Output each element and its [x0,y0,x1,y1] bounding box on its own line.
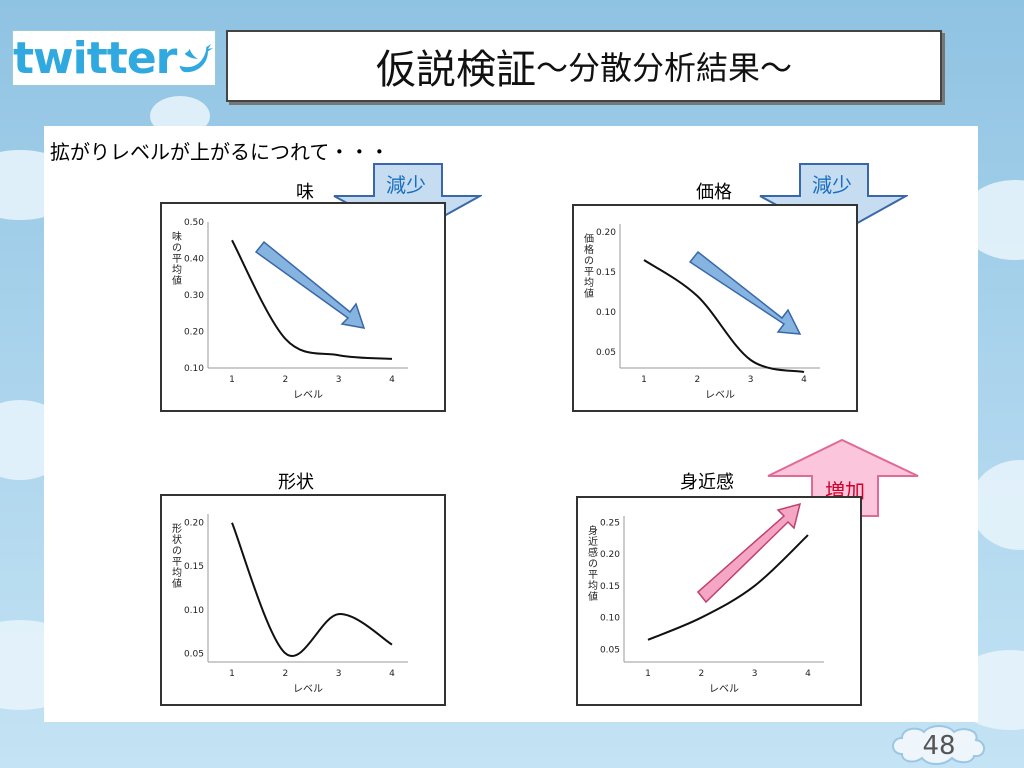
x-axis-label: レベル [293,389,323,401]
y-tick-label: 0.20 [600,550,620,560]
y-axis-label: 味の平均値 [172,231,182,287]
y-tick-label: 0.05 [600,645,620,655]
title-main: 仮説検証 [375,47,536,93]
y-tick-label: 0.05 [184,649,204,659]
y-axis-label: 身近感の平均値 [588,524,598,603]
y-axis-label: 価格の平均値 [584,232,594,300]
logo-text: twitter [13,32,177,84]
x-tick-label: 3 [752,669,758,679]
decrease-badge: 減少 [386,173,426,197]
y-tick-label: 0.10 [596,308,616,318]
chart-taste-plot: 0.10 0.20 0.30 0.40 0.50 1 2 3 4 レベル 味の平均値 [172,218,408,401]
x-tick-label: 2 [698,669,704,679]
y-tick-label: 0.15 [600,582,620,592]
x-axis-label: レベル [709,683,739,695]
trend-arrows [254,240,802,604]
panel-label-shape: 形状 [278,472,314,493]
y-tick-label: 0.05 [596,348,616,358]
twitter-logo: twitter [12,30,216,86]
panel-label-familiarity: 身近感 [680,472,734,493]
x-tick-label: 3 [336,375,342,385]
series-line [231,239,393,360]
y-tick-label: 0.30 [184,291,204,301]
y-tick-label: 0.20 [184,328,204,338]
trend-arrow-up [696,502,802,604]
x-tick-label: 2 [282,375,288,385]
chart-familiarity: 0.05 0.10 0.15 0.20 0.25 1 2 3 4 レベル 身近感の平均値 [576,496,862,706]
y-tick-label: 0.10 [600,614,620,624]
x-tick-label: 2 [282,669,288,679]
panel-label-taste: 味 [296,182,314,203]
x-tick-label: 4 [389,669,395,679]
y-tick-label: 0.10 [184,606,204,616]
x-tick-label: 4 [805,669,811,679]
chart-familiarity-plot: 0.05 0.10 0.15 0.20 0.25 1 2 3 4 レベル 身近感の平均値 [588,516,824,695]
page-number: 48 [922,731,956,761]
y-tick-label: 0.20 [184,519,204,529]
page-number-cloud [892,725,985,765]
chart-taste: 0.10 0.20 0.30 0.40 0.50 1 2 3 4 レベル 味の平均値 [160,202,446,412]
y-tick-label: 0.10 [184,364,204,374]
decrease-arrow: 減少 [759,163,908,238]
x-tick-label: 1 [645,669,651,679]
y-tick-label: 0.40 [184,255,204,265]
x-tick-label: 1 [229,375,235,385]
y-axis-label: 形状の平均値 [172,523,182,590]
panel-label-price: 価格 [696,182,732,203]
chart-price-plot: 0.05 0.10 0.15 0.20 1 2 3 4 レベル 価格の平均値 [584,224,820,401]
trend-arrow-down [688,250,802,335]
y-tick-label: 0.20 [596,228,616,238]
slide-title: 仮説検証 〜分散分析結果〜 [226,30,942,102]
series-line [647,534,809,641]
x-tick-label: 3 [748,375,754,385]
y-tick-label: 0.50 [184,218,204,228]
bird-icon [180,43,214,73]
y-tick-label: 0.25 [600,518,620,528]
x-axis-label: レベル [293,683,323,695]
cloud-decoration [970,460,1024,550]
x-axis-label: レベル [705,389,735,401]
subtitle: 拡がりレベルが上がるにつれて・・・ [50,140,390,164]
y-tick-label: 0.15 [596,268,616,278]
series-line [643,259,805,373]
decrease-badge: 減少 [812,173,852,197]
x-tick-label: 4 [389,375,395,385]
chart-shape-plot: 0.05 0.10 0.15 0.20 1 2 3 4 レベル 形状の平均値 [172,514,408,695]
chart-shape: 0.05 0.10 0.15 0.20 1 2 3 4 レベル 形状の平均値 [160,494,446,706]
x-tick-label: 3 [336,669,342,679]
content-panel: 拡がりレベルが上がるにつれて・・・ 味 減少 0.10 0.20 0.30 0.40 0… [44,126,978,722]
chart-price: 0.05 0.10 0.15 0.20 1 2 3 4 レベル 価格の平均値 [572,204,858,412]
x-tick-label: 1 [229,669,235,679]
x-tick-label: 2 [694,375,700,385]
series-line [231,522,393,657]
x-tick-label: 1 [641,375,647,385]
title-sub: 〜分散分析結果〜 [535,49,792,87]
trend-arrow-down [254,240,366,329]
y-tick-label: 0.15 [184,562,204,572]
x-tick-label: 4 [801,375,807,385]
